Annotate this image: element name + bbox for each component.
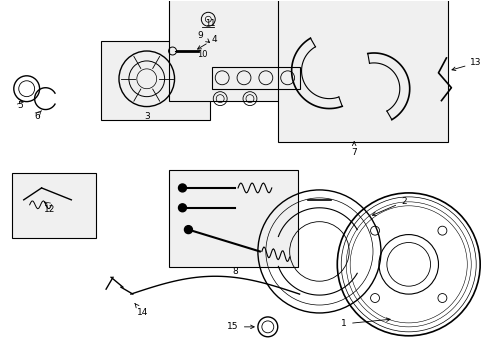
Circle shape (184, 226, 192, 234)
Text: 14: 14 (135, 303, 148, 318)
Text: 15: 15 (227, 322, 254, 331)
Text: 1: 1 (341, 318, 389, 328)
Bar (212, 67, 299, 89)
Text: 8: 8 (232, 267, 238, 276)
Text: 6: 6 (35, 112, 41, 121)
Bar (168, 0, 315, 100)
Bar (168, 170, 297, 267)
Text: 9: 9 (197, 31, 209, 42)
Text: 12: 12 (44, 205, 55, 214)
Text: 11: 11 (204, 19, 215, 28)
Text: 7: 7 (350, 142, 356, 157)
Bar (12, 173, 96, 238)
Text: 2: 2 (372, 197, 406, 216)
Text: 4: 4 (197, 35, 217, 49)
Text: 13: 13 (451, 58, 481, 71)
Circle shape (178, 184, 186, 192)
Bar (101, 41, 210, 121)
Text: 10: 10 (197, 50, 207, 59)
Text: 5: 5 (17, 101, 22, 110)
Circle shape (178, 204, 186, 212)
Bar (277, 0, 447, 142)
Text: 3: 3 (143, 112, 149, 121)
